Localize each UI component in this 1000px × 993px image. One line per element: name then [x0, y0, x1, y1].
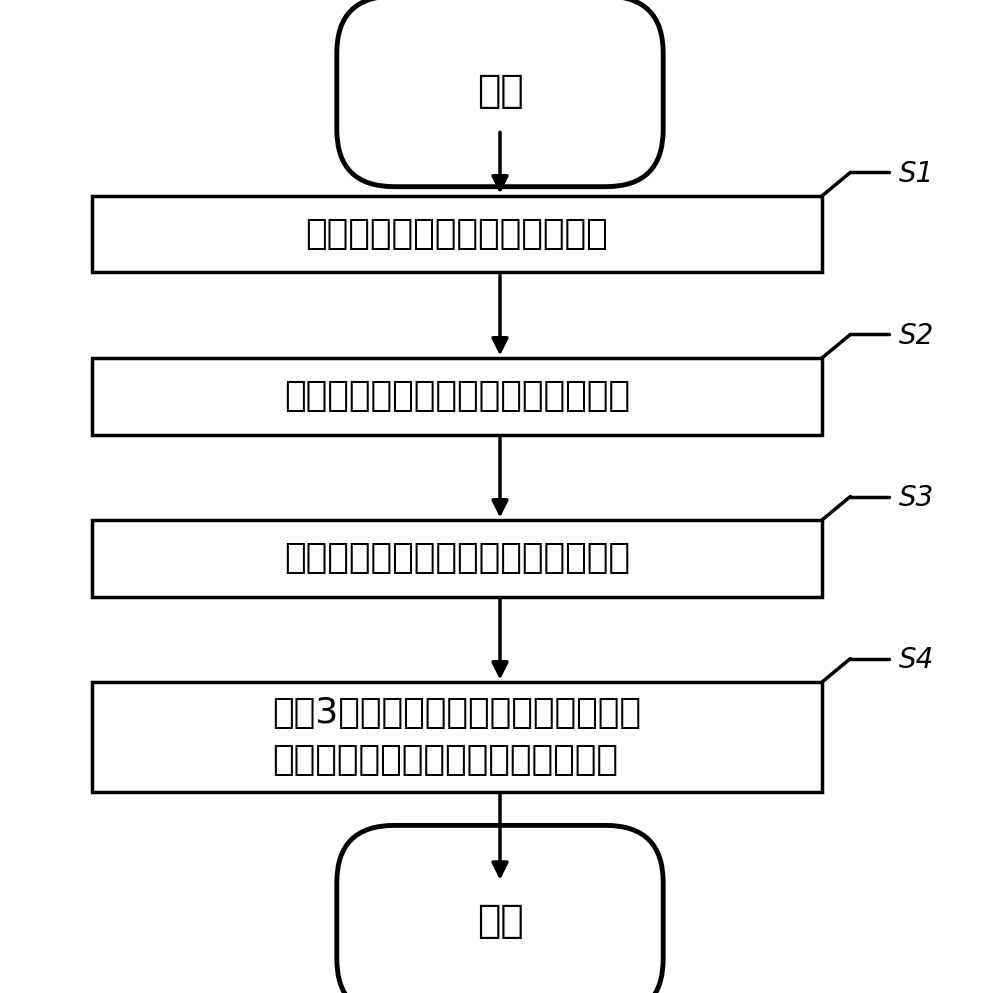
Text: 结束: 结束 — [477, 902, 523, 939]
Bar — [92, 358, 822, 435]
Text: 基于3种数据，构建并求解植被指数融
合模型，实现对多源植被数据的融合: 基于3种数据，构建并求解植被指数融 合模型，实现对多源植被数据的融合 — [272, 696, 641, 778]
FancyBboxPatch shape — [337, 0, 663, 187]
Bar — [92, 682, 822, 791]
Bar — [92, 197, 822, 272]
Text: S2: S2 — [898, 323, 934, 351]
Text: 获取日尺度的植被覆盖度栊格数据集: 获取日尺度的植被覆盖度栊格数据集 — [284, 379, 630, 413]
Text: S4: S4 — [898, 646, 934, 674]
Text: S1: S1 — [898, 160, 934, 189]
Text: 获取旬尺度的植被覆盖度栊格数据集: 获取旬尺度的植被覆盖度栊格数据集 — [284, 541, 630, 576]
FancyBboxPatch shape — [337, 825, 663, 993]
Text: 获取野外植被覆盖度栊格数据集: 获取野外植被覆盖度栊格数据集 — [305, 217, 608, 251]
Bar — [92, 520, 822, 597]
Text: S3: S3 — [898, 485, 934, 512]
Text: 开始: 开始 — [477, 72, 523, 110]
